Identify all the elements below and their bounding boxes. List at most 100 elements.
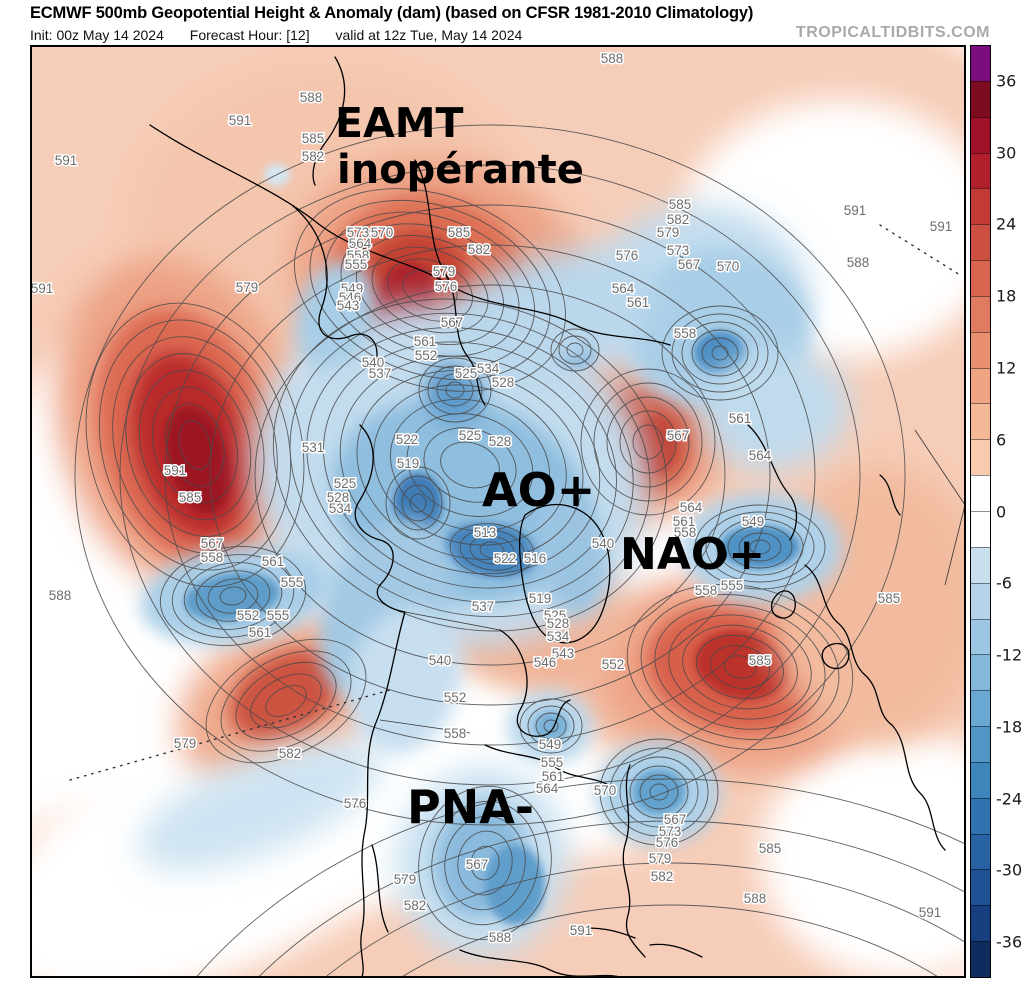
svg-text:585: 585 <box>179 490 202 505</box>
svg-text:582: 582 <box>667 212 690 227</box>
colorbar-segment <box>971 188 990 225</box>
colorbar-segment <box>971 224 990 261</box>
svg-text:558: 558 <box>444 726 467 741</box>
svg-text:525: 525 <box>544 608 567 623</box>
svg-text:588: 588 <box>847 255 870 270</box>
svg-text:567: 567 <box>441 315 464 330</box>
svg-text:555: 555 <box>721 578 744 593</box>
svg-text:582: 582 <box>651 869 674 884</box>
svg-text:576: 576 <box>344 796 367 811</box>
svg-text:516: 516 <box>524 551 547 566</box>
colorbar-segment <box>971 726 990 762</box>
chart-title: ECMWF 500mb Geopotential Height & Anomal… <box>30 4 754 22</box>
svg-text:579: 579 <box>174 736 197 751</box>
colorbar-tick: 30 <box>996 143 1017 163</box>
colorbar-segment <box>971 295 990 332</box>
svg-text:567: 567 <box>667 428 690 443</box>
svg-text:588: 588 <box>49 588 72 603</box>
svg-text:585: 585 <box>749 653 772 668</box>
svg-text:567: 567 <box>664 812 687 827</box>
annotation-inoprante: inopérante <box>337 147 584 193</box>
svg-text:564: 564 <box>749 448 772 463</box>
annotation-eamt: EAMT <box>335 99 464 147</box>
svg-text:564: 564 <box>612 281 635 296</box>
svg-text:591: 591 <box>55 153 78 168</box>
svg-text:558: 558 <box>674 525 697 540</box>
svg-text:591: 591 <box>930 219 953 234</box>
colorbar-tick: -24 <box>996 789 1023 809</box>
svg-text:561: 561 <box>673 514 696 529</box>
svg-text:540: 540 <box>592 536 615 551</box>
colorbar-segment <box>971 618 990 655</box>
svg-text:585: 585 <box>448 225 471 240</box>
svg-text:582: 582 <box>468 242 491 257</box>
svg-text:585: 585 <box>759 841 782 856</box>
colorbar-tick: 24 <box>996 214 1017 234</box>
svg-text:564: 564 <box>536 781 559 796</box>
svg-text:579: 579 <box>657 225 680 240</box>
svg-text:531: 531 <box>302 440 325 455</box>
svg-text:546: 546 <box>339 290 362 305</box>
svg-text:591: 591 <box>570 923 593 938</box>
svg-text:564: 564 <box>349 236 372 251</box>
forecast-hour: Forecast Hour: [12] <box>189 27 310 43</box>
colorbar-segment <box>971 116 990 153</box>
colorbar-segment <box>971 582 990 619</box>
svg-text:555: 555 <box>345 257 368 272</box>
colorbar-tick: 12 <box>996 358 1017 378</box>
svg-text:588: 588 <box>744 891 767 906</box>
svg-text:549: 549 <box>539 737 562 752</box>
svg-text:540: 540 <box>362 355 385 370</box>
svg-text:552: 552 <box>444 690 467 705</box>
svg-text:528: 528 <box>489 434 512 449</box>
svg-text:579: 579 <box>433 264 456 279</box>
svg-text:585: 585 <box>669 197 692 212</box>
svg-text:537: 537 <box>472 599 495 614</box>
colorbar-segment <box>971 152 990 189</box>
svg-text:558: 558 <box>347 248 370 263</box>
svg-text:546: 546 <box>534 655 557 670</box>
colorbar-tick-labels: 36 30 24 18 12 6 0 -6 -12 -18 -24 -30 -36 <box>996 45 1024 978</box>
svg-text:588: 588 <box>489 930 512 945</box>
svg-text:579: 579 <box>394 872 417 887</box>
svg-text:534: 534 <box>329 501 352 516</box>
colorbar-segment <box>971 510 990 547</box>
colorbar-segment <box>971 761 990 798</box>
svg-text:558: 558 <box>695 583 718 598</box>
colorbar-segment <box>971 654 990 691</box>
svg-text:525: 525 <box>459 428 482 443</box>
colorbar-tick: -12 <box>996 645 1023 665</box>
svg-text:561: 561 <box>729 411 752 426</box>
svg-text:591: 591 <box>164 463 187 478</box>
svg-text:564: 564 <box>680 500 703 515</box>
svg-text:573: 573 <box>667 243 690 258</box>
colorbar-segment <box>971 546 990 583</box>
svg-text:558: 558 <box>674 326 697 341</box>
colorbar-segment <box>971 797 990 834</box>
height-contours <box>74 124 966 978</box>
colorbar-segment <box>971 403 990 440</box>
colorbar-segment <box>971 439 990 476</box>
dotted-lines <box>69 224 961 781</box>
colorbar-tick: -18 <box>996 717 1023 737</box>
svg-text:561: 561 <box>262 554 285 569</box>
svg-text:525: 525 <box>334 476 357 491</box>
colorbar-segment <box>971 905 990 942</box>
svg-text:534: 534 <box>547 629 570 644</box>
run-info-line: Init: 00z May 14 2024 Forecast Hour: [12… <box>30 27 544 43</box>
svg-text:582: 582 <box>404 898 427 913</box>
colorbar-segment <box>971 80 990 117</box>
svg-text:567: 567 <box>201 536 224 551</box>
svg-text:525: 525 <box>455 366 478 381</box>
svg-text:549: 549 <box>341 281 364 296</box>
svg-text:582: 582 <box>279 746 302 761</box>
svg-text:555: 555 <box>267 608 290 623</box>
svg-text:528: 528 <box>547 616 570 631</box>
svg-text:537: 537 <box>369 366 392 381</box>
coastlines <box>149 56 946 978</box>
colorbar-segment <box>971 260 990 296</box>
svg-text:558: 558 <box>201 550 224 565</box>
svg-text:555: 555 <box>281 575 304 590</box>
svg-text:540: 540 <box>429 653 452 668</box>
